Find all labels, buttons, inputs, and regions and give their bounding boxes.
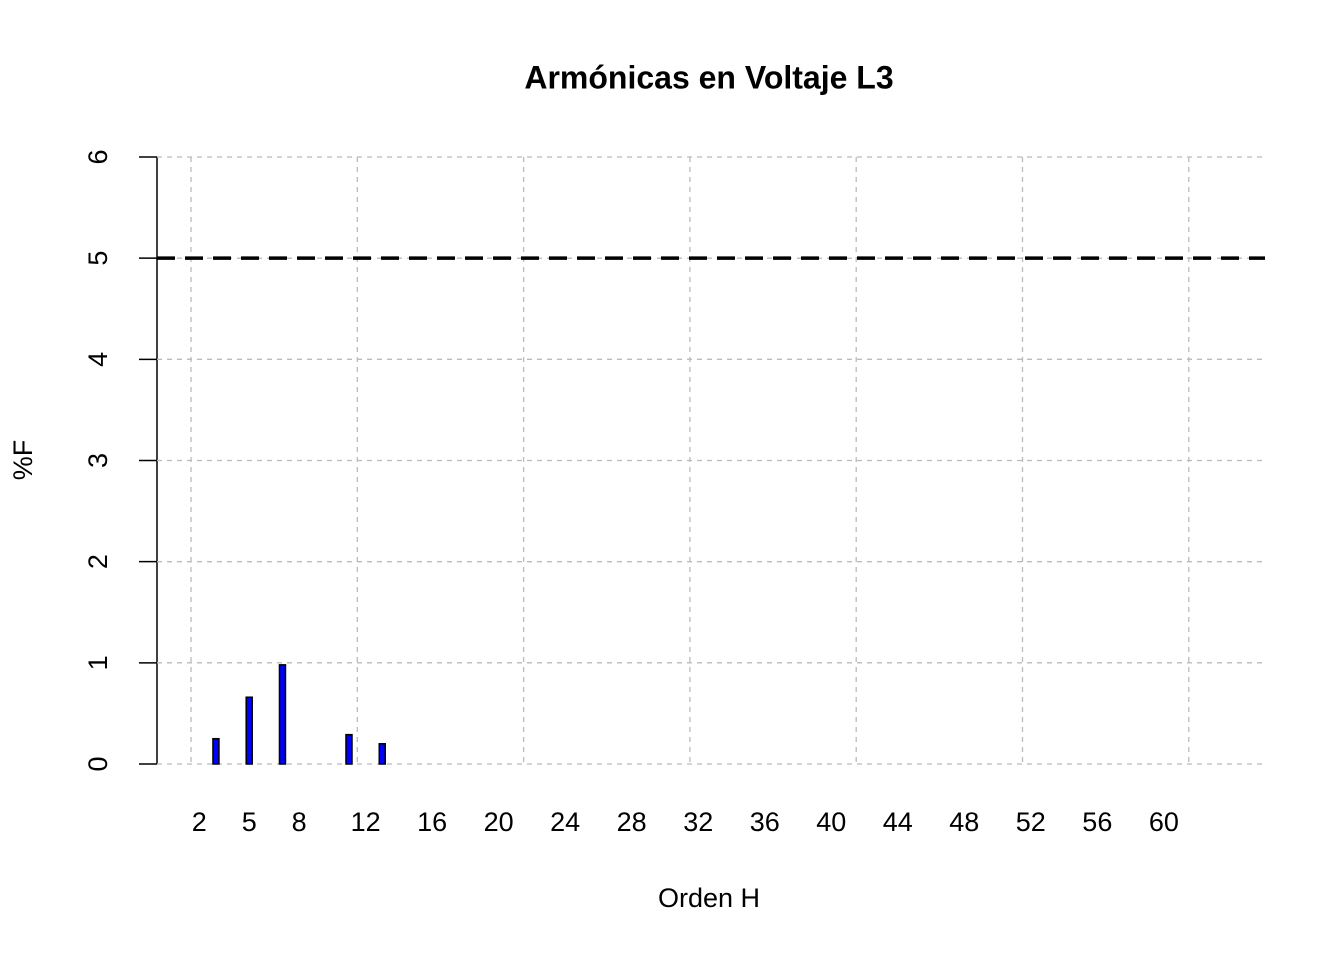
- x-tick-label: 28: [617, 807, 647, 837]
- chart-title: Armónicas en Voltaje L3: [524, 59, 893, 95]
- x-tick-label: 32: [683, 807, 713, 837]
- y-tick-label: 1: [83, 655, 113, 670]
- x-tick-label: 52: [1016, 807, 1046, 837]
- y-axis-label: %F: [8, 440, 38, 481]
- y-tick-label: 6: [83, 149, 113, 164]
- y-tick-label: 0: [83, 756, 113, 771]
- x-tick-label: 24: [550, 807, 580, 837]
- x-tick-label: 48: [949, 807, 979, 837]
- x-tick-label: 8: [292, 807, 307, 837]
- x-tick-label: 36: [750, 807, 780, 837]
- x-tick-label: 20: [484, 807, 514, 837]
- x-tick-label: 44: [883, 807, 913, 837]
- y-tick-label: 5: [83, 251, 113, 266]
- y-tick-label: 2: [83, 554, 113, 569]
- x-tick-label: 16: [417, 807, 447, 837]
- x-tick-label: 5: [242, 807, 257, 837]
- bar: [345, 733, 353, 765]
- bar: [212, 737, 220, 765]
- bar: [378, 743, 386, 765]
- y-tick-label: 3: [83, 453, 113, 468]
- x-tick-label: 40: [816, 807, 846, 837]
- y-tick-label: 4: [83, 352, 113, 367]
- x-axis-label: Orden H: [658, 883, 760, 913]
- x-tick-label: 2: [192, 807, 207, 837]
- x-tick-label: 56: [1082, 807, 1112, 837]
- bar: [278, 664, 287, 765]
- bar: [245, 696, 253, 765]
- x-tick-label: 12: [351, 807, 381, 837]
- x-tick-label: 60: [1149, 807, 1179, 837]
